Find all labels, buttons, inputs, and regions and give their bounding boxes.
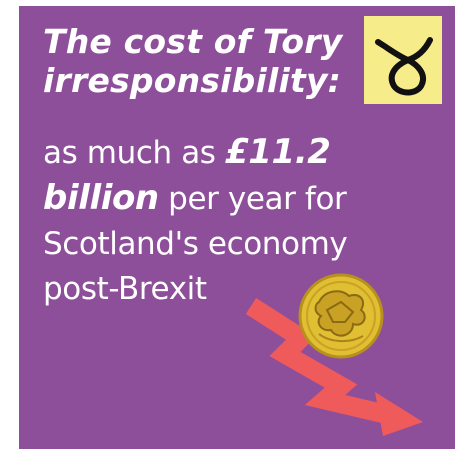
trend-art — [245, 273, 423, 436]
body-part-2: per year for — [158, 181, 347, 217]
body-line-1: as much as £11.2 — [43, 130, 443, 176]
body-copy: as much as £11.2 billion per year for Sc… — [43, 130, 443, 312]
body-line-4: post-Brexit — [43, 271, 207, 307]
snp-logo — [364, 16, 442, 104]
snp-logo-icon — [375, 37, 433, 96]
body-line-3: Scotland's economy — [43, 226, 348, 262]
body-part-1: as much as — [43, 135, 225, 171]
amount-figure: £11.2 — [225, 132, 331, 172]
headline: The cost of Tory irresponsibility: — [43, 22, 363, 100]
pound-coin-icon — [298, 273, 384, 359]
headline-line-1: The cost of Tory — [43, 22, 343, 61]
infographic-card: The cost of Tory irresponsibility: as mu… — [19, 6, 455, 449]
headline-line-2: irresponsibility: — [43, 61, 342, 100]
body-line-2: billion per year for — [43, 176, 443, 222]
downward-trend-arrow-icon — [245, 297, 423, 436]
amount-word: billion — [43, 178, 159, 218]
